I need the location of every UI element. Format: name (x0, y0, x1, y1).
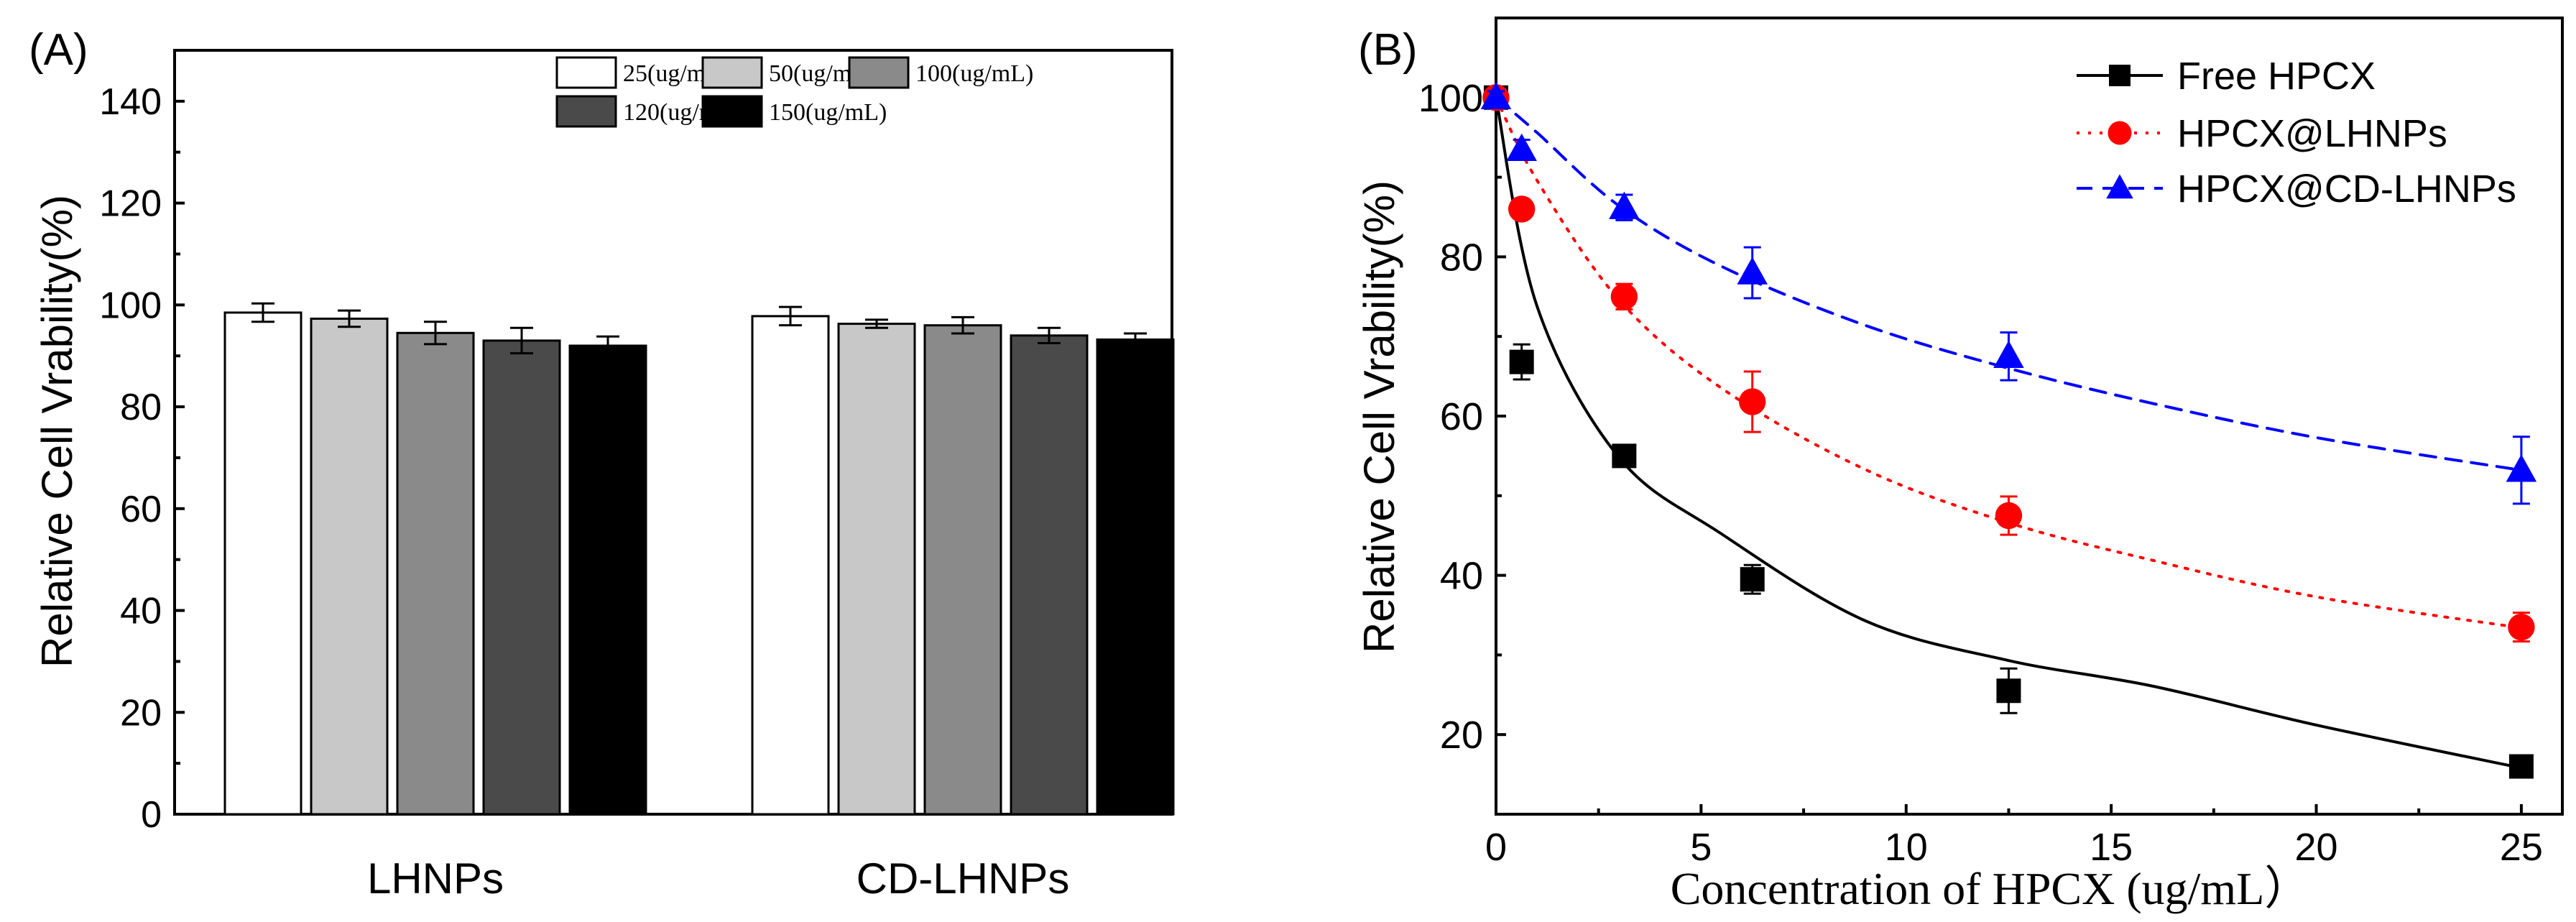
b-legend-label: HPCX@LHNPs (2177, 112, 2447, 155)
b-marker-square (2109, 65, 2130, 86)
a-y-tick-label: 40 (120, 591, 162, 632)
b-y-tick-label: 100 (1418, 77, 1483, 120)
a-y-tick-label: 80 (120, 387, 162, 428)
a-y-tick-label: 140 (99, 81, 162, 123)
b-marker-square (1509, 349, 1534, 374)
b-x-tick-label: 10 (1885, 826, 1928, 869)
b-x-tick-label: 15 (2090, 826, 2133, 869)
b-marker-triangle (2506, 454, 2537, 482)
b-marker-square (1740, 567, 1765, 592)
a-bar (310, 317, 389, 816)
b-marker-circle (2108, 121, 2132, 145)
a-legend-swatch (701, 95, 763, 128)
panel-a-legend: 25(ug/mL) 50(ug/mL) 100(ug/mL)120(ug/mL) 15… (555, 56, 1033, 128)
a-legend-swatch (555, 95, 617, 128)
b-marker-triangle (1609, 191, 1640, 219)
b-marker-square (1996, 678, 2021, 704)
panel-b-x-axis: 0 5 10 15 20 25 (1485, 804, 2543, 869)
a-bar (1010, 334, 1089, 816)
panel-b-y-axis-title: Relative Cell Vrability(%) (1355, 180, 1403, 653)
b-y-tick-label: 80 (1440, 236, 1483, 279)
a-legend-label: 150(ug/mL) (769, 99, 887, 126)
panel-a-y-axis: 0 20 40 60 80 100 120 140 (99, 81, 185, 836)
a-bar (923, 324, 1002, 816)
panel-a-x-axis: LHNPs CD-LHNPs (367, 854, 1069, 903)
b-marker-triangle (2106, 174, 2133, 199)
b-legend-label: Free HPCX (2177, 55, 2376, 98)
b-marker-circle (2508, 613, 2535, 641)
b-fit-curve (1495, 96, 2523, 472)
a-legend-label: 100(ug/mL) (915, 60, 1033, 87)
a-y-tick-label: 100 (99, 285, 162, 326)
a-legend-swatch (701, 56, 763, 89)
a-legend-swatch (848, 56, 910, 89)
a-y-tick-label: 120 (99, 183, 162, 225)
b-marker-square (2508, 754, 2534, 779)
a-x-category-label: LHNPs (367, 854, 504, 903)
b-x-tick-label: 25 (2500, 826, 2543, 869)
a-bar (396, 331, 475, 816)
b-marker-circle (1610, 283, 1638, 310)
b-legend-label: HPCX@CD-LHNPs (2177, 167, 2516, 211)
a-bar (482, 339, 561, 816)
b-marker-circle (1995, 502, 2023, 530)
b-y-tick-label: 40 (1440, 555, 1483, 598)
b-x-tick-label: 20 (2294, 826, 2337, 869)
a-bar (837, 323, 916, 816)
b-y-tick-label: 20 (1440, 714, 1483, 757)
a-x-category-label: CD-LHNPs (857, 854, 1070, 903)
a-bar (1096, 338, 1175, 816)
a-bar (751, 315, 830, 816)
a-bar (223, 311, 303, 816)
panel-a-y-axis-title: Relative Cell Vrability(%) (33, 195, 81, 668)
b-marker-triangle (1506, 133, 1537, 161)
b-marker-triangle (1737, 257, 1768, 285)
a-y-tick-label: 0 (141, 794, 162, 836)
panel-a-bars (223, 302, 1175, 816)
a-legend-swatch (555, 56, 617, 89)
b-fit-curve (1495, 96, 2523, 630)
b-x-tick-label: 0 (1485, 826, 1507, 869)
panel-b-y-axis: 20 40 60 80 100 (1418, 77, 1506, 816)
b-marker-triangle (1480, 81, 1512, 109)
b-marker-triangle (1993, 340, 2024, 369)
b-marker-square (1612, 443, 1637, 469)
b-x-tick-label: 5 (1690, 826, 1712, 869)
panel-b-line-chart: (B) 20 40 60 80 100 0 5 10 15 20 25 Relative Cell… (1355, 17, 2564, 914)
b-y-tick-label: 60 (1440, 395, 1483, 438)
b-marker-circle (1739, 388, 1766, 415)
a-bar (568, 344, 647, 816)
b-fit-curve (1495, 96, 2523, 770)
a-y-tick-label: 20 (120, 692, 162, 734)
a-y-tick-label: 60 (120, 489, 162, 530)
panel-b-series (1480, 81, 2537, 779)
b-marker-circle (1508, 195, 1536, 223)
panel-b-legend: Free HPCX HPCX@LHNPs HPCX@CD-LHNPs (2077, 55, 2516, 211)
panel-b-label: (B) (1358, 25, 1418, 75)
panel-a-label: (A) (29, 25, 88, 75)
panel-b-x-axis-title: Concentration of HPCX (ug/mL） (1671, 863, 2311, 914)
panel-a-bar-chart: (A) 0 20 40 60 80 100 120 140 LHNPs CD-LHNPs Rel… (29, 25, 1175, 903)
